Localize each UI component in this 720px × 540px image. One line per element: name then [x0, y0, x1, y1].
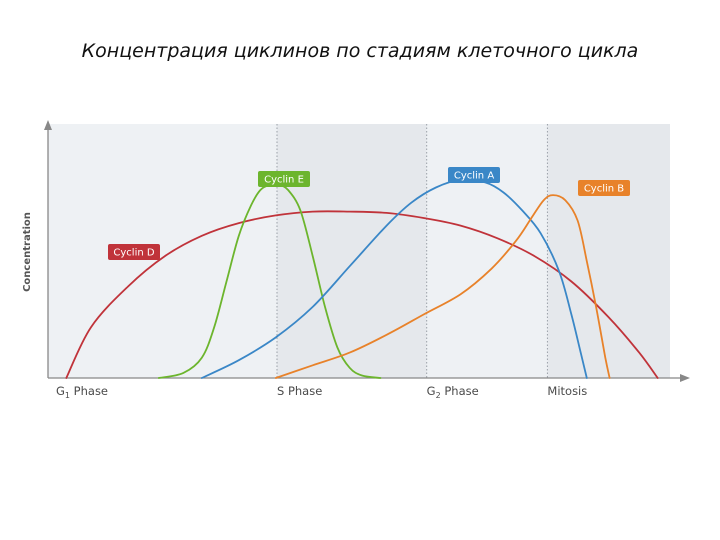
legend: Cyclin D Cyclin E Cyclin A Cyclin B [108, 167, 630, 260]
legend-badge-cyclin-e [258, 171, 310, 187]
phase-band-1 [48, 124, 277, 378]
legend-badge-cyclin-a [448, 167, 500, 183]
legend-badge-cyclin-d [108, 244, 160, 260]
legend-item-cyclin-e: Cyclin E [258, 171, 310, 187]
x-tick-labels: G1 Phase S Phase G2 Phase Mitosis [56, 384, 587, 400]
x-tick-label-1: G1 Phase [56, 384, 108, 400]
legend-item-cyclin-a: Cyclin A [448, 167, 500, 183]
y-axis-arrow [44, 120, 52, 130]
slide-title: Концентрация циклинов по стадиям клеточн… [81, 40, 639, 62]
series-line-cyclin-b [274, 194, 611, 379]
axes [44, 120, 690, 382]
phase-band-4 [547, 124, 670, 378]
legend-item-cyclin-b: Cyclin B [578, 180, 630, 196]
legend-label-cyclin-b: Cyclin B [584, 184, 624, 195]
legend-badge-cyclin-b [578, 180, 630, 196]
legend-label-cyclin-d: Cyclin D [113, 248, 154, 259]
legend-label-cyclin-a: Cyclin A [454, 171, 494, 182]
x-axis-arrow [680, 374, 690, 382]
phase-dividers [276, 124, 548, 378]
phase-bands [48, 124, 670, 378]
phase-band-3 [426, 124, 548, 378]
legend-item-cyclin-d: Cyclin D [108, 244, 160, 260]
y-axis-label: Concentration [22, 212, 33, 292]
x-tick-label-3: G2 Phase [427, 384, 479, 400]
x-tick-label-2: S Phase [277, 384, 322, 398]
legend-label-cyclin-e: Cyclin E [264, 175, 304, 186]
series-line-cyclin-d [65, 210, 659, 379]
phase-band-2 [276, 124, 427, 378]
x-tick-label-4: Mitosis [547, 384, 587, 398]
